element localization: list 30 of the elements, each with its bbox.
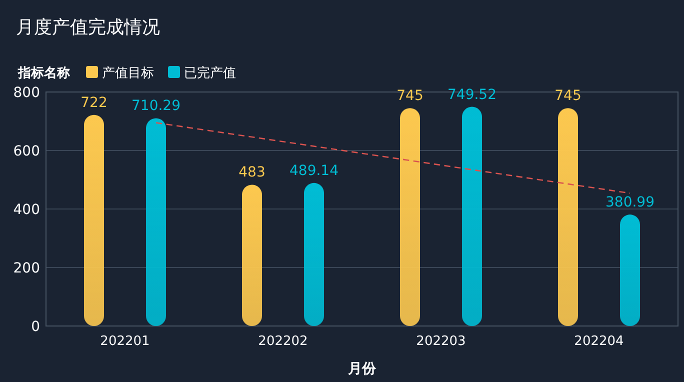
x-tick-label: 202204: [574, 334, 624, 349]
legend-label: 产值目标: [102, 66, 154, 81]
x-tick-label: 202203: [416, 334, 466, 349]
y-tick-label: 800: [13, 85, 40, 101]
bar: [462, 106, 482, 326]
x-tick-label: 202202: [258, 334, 308, 349]
bar: [84, 114, 104, 326]
legend-title: 指标名称: [17, 66, 71, 81]
legend-label: 已完产值: [184, 65, 236, 81]
data-label: 380.99: [606, 194, 654, 211]
x-axis-title: 月份: [347, 361, 377, 377]
bar: [558, 108, 578, 326]
y-tick-label: 400: [13, 202, 40, 218]
y-tick-label: 200: [13, 260, 40, 276]
data-label: 483: [238, 164, 266, 181]
bar: [242, 184, 262, 326]
x-tick-label: 202201: [100, 334, 150, 349]
data-label: 745: [554, 88, 582, 104]
bar: [304, 182, 324, 326]
bar: [400, 108, 420, 326]
y-tick-label: 600: [13, 144, 40, 160]
bar: [620, 214, 640, 326]
y-tick-label: 0: [31, 319, 40, 335]
data-label: 749.52: [448, 86, 496, 103]
data-label: 489.14: [290, 162, 339, 179]
data-label: 710.29: [132, 98, 180, 114]
data-label: 722: [80, 94, 108, 111]
bar: [146, 118, 166, 326]
chart-title: 月度产值完成情况: [16, 17, 160, 38]
data-label: 745: [396, 88, 424, 104]
